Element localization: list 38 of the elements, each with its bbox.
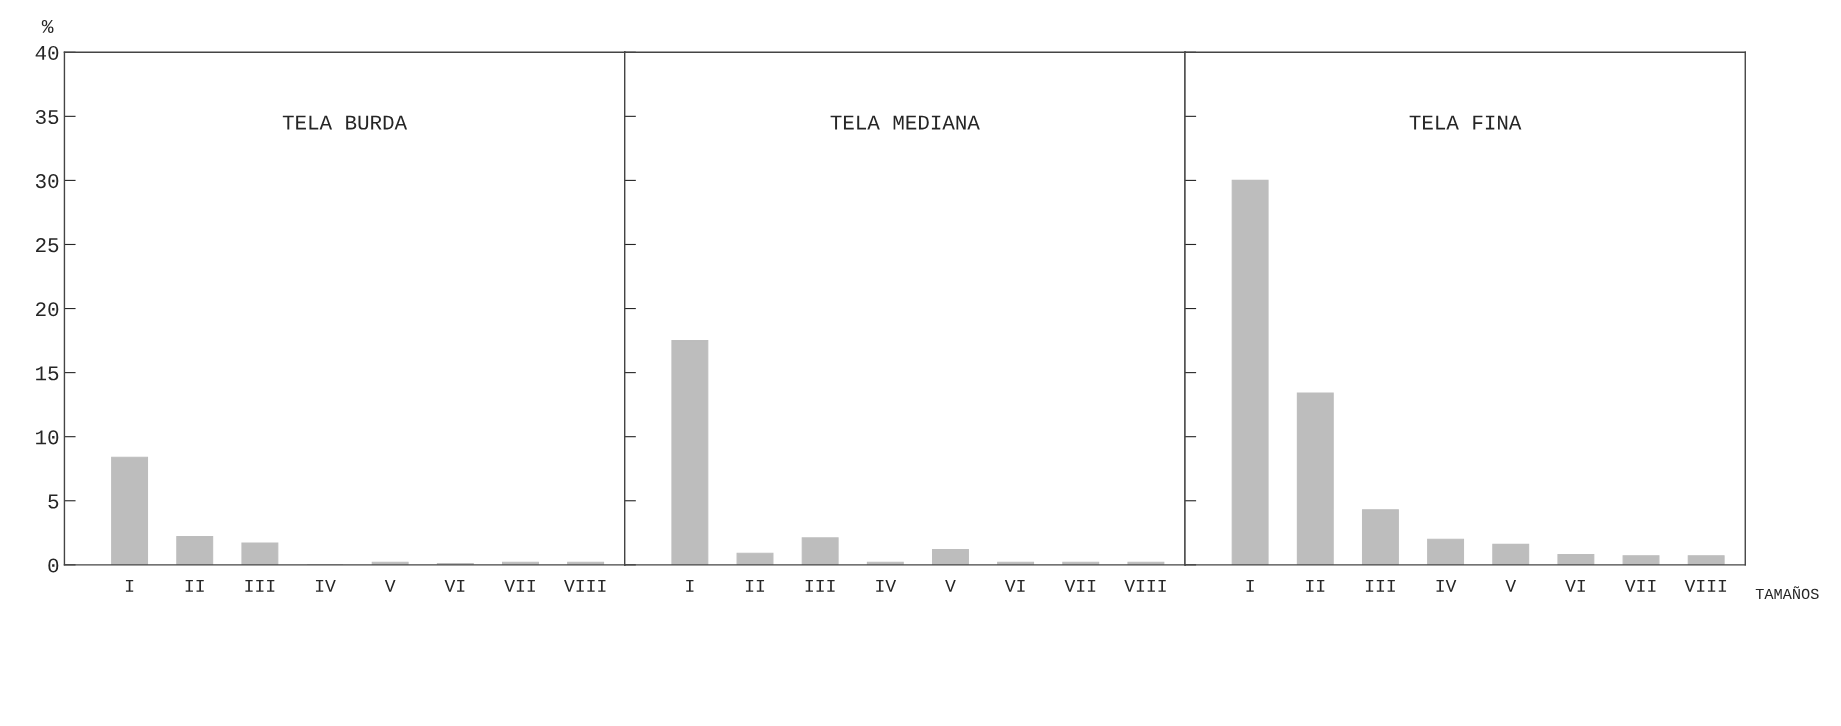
y-tick-label: 30 <box>35 174 59 189</box>
x-tick-label: V <box>945 579 956 592</box>
y-tick-label: 0 <box>48 558 59 573</box>
x-tick-label: I <box>125 579 134 592</box>
x-tick-label: VI <box>1004 579 1025 592</box>
x-tick-label: IV <box>876 579 897 592</box>
x-tick-label: VII <box>504 579 535 592</box>
text: TELA FINA <box>1409 115 1522 130</box>
x-tick-label: IV <box>315 579 336 592</box>
y-tick-label: 5 <box>48 494 59 509</box>
x-tick-label: VIII <box>564 579 606 592</box>
x-axis-title: TAMAÑOS <box>1755 586 1819 600</box>
x-tick-label: III <box>805 579 835 592</box>
x-tick-label: II <box>745 579 765 592</box>
x-tick-label: VI <box>1565 579 1585 592</box>
x-tick-label: III <box>245 579 275 592</box>
x-tick-label: II <box>1306 579 1325 592</box>
x-tick-label: V <box>384 579 396 592</box>
y-axis-title: % <box>41 19 54 33</box>
x-tick-label: VIII <box>1684 579 1727 592</box>
y-tick-label: 25 <box>36 238 59 253</box>
y-tick-label: 35 <box>35 109 59 125</box>
x-tick-label: VII <box>1064 579 1096 592</box>
x-tick-label: I <box>686 579 694 592</box>
x-tick-label: IV <box>1436 579 1457 592</box>
y-tick-label: 20 <box>36 302 59 317</box>
x-tick-label: I <box>1246 579 1254 592</box>
y-tick-label: 10 <box>36 430 59 445</box>
y-tick-label: 15 <box>36 366 59 381</box>
x-tick-label: VII <box>1624 579 1656 592</box>
text: TELA MEDIANA <box>830 115 980 130</box>
x-tick-label: II <box>185 579 204 592</box>
x-tick-label: VIII <box>1124 579 1166 592</box>
x-tick-label: III <box>1365 579 1395 592</box>
text: TELA BURDA <box>282 115 408 130</box>
x-tick-label: V <box>1505 579 1517 592</box>
y-tick-label: 40 <box>35 45 59 61</box>
x-tick-label: VI <box>444 579 465 592</box>
